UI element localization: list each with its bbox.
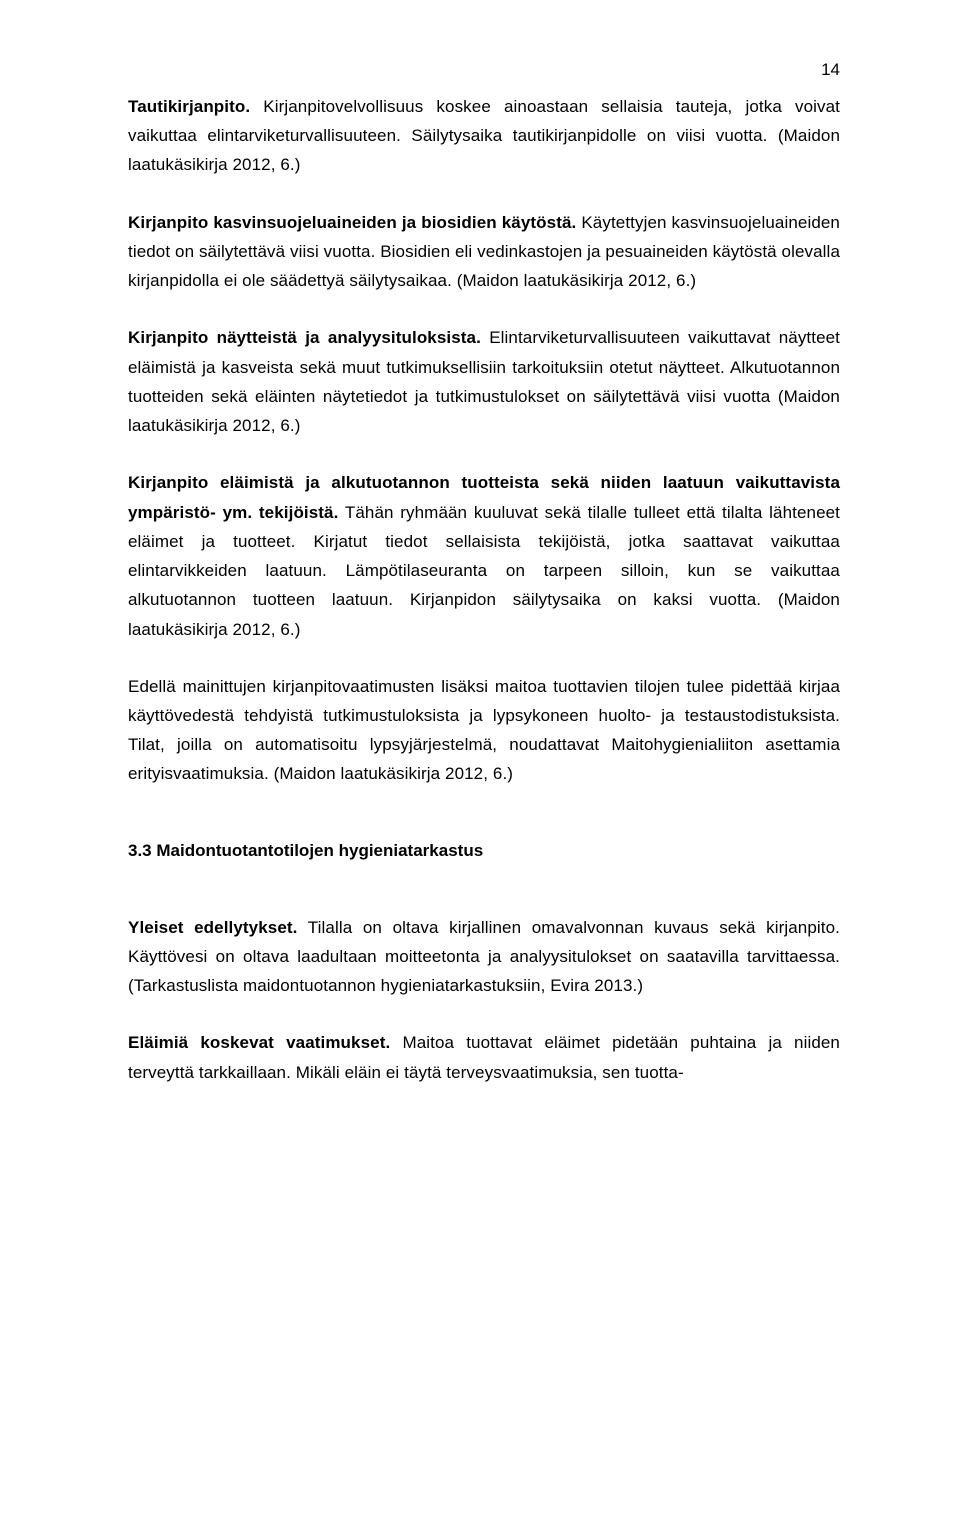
bold-lead: Kirjanpito näytteistä ja analyysituloksi…: [128, 328, 481, 347]
paragraph-naytteista: Kirjanpito näytteistä ja analyysituloksi…: [128, 323, 840, 440]
paragraph-elaimista: Kirjanpito eläimistä ja alkutuotannon tu…: [128, 468, 840, 643]
bold-lead: Eläimiä koskevat vaatimukset.: [128, 1033, 390, 1052]
page-number: 14: [821, 60, 840, 80]
document-page: 14 Tautikirjanpito. Kirjanpitovelvollisu…: [0, 0, 960, 1536]
paragraph-yleiset: Yleiset edellytykset. Tilalla on oltava …: [128, 913, 840, 1001]
paragraph-text: Tähän ryhmään kuuluvat sekä tilalle tull…: [128, 503, 840, 639]
paragraph-kasvinsuojelu: Kirjanpito kasvinsuojeluaineiden ja bios…: [128, 208, 840, 296]
paragraph-tautikirjanpito: Tautikirjanpito. Kirjanpitovelvollisuus …: [128, 92, 840, 180]
section-heading-3-3: 3.3 Maidontuotantotilojen hygieniatarkas…: [128, 841, 840, 861]
paragraph-text: Edellä mainittujen kirjanpitovaatimusten…: [128, 677, 840, 784]
paragraph-elaimia: Eläimiä koskevat vaatimukset. Maitoa tuo…: [128, 1028, 840, 1086]
bold-lead: Kirjanpito kasvinsuojeluaineiden ja bios…: [128, 213, 576, 232]
paragraph-edella: Edellä mainittujen kirjanpitovaatimusten…: [128, 672, 840, 789]
bold-lead: Tautikirjanpito.: [128, 97, 250, 116]
bold-lead: Yleiset edellytykset.: [128, 918, 297, 937]
